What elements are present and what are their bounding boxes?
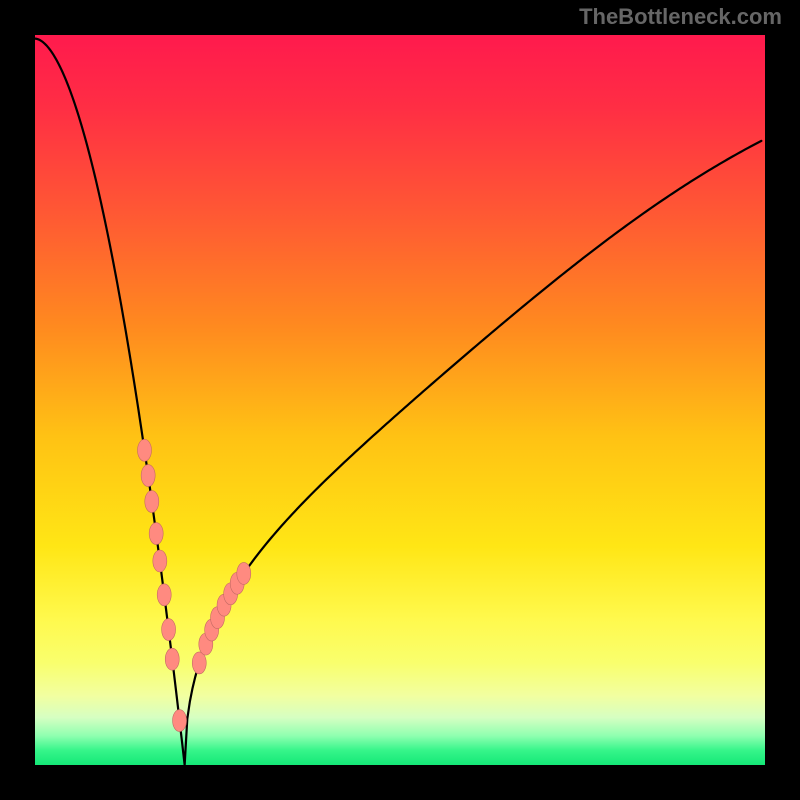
figure-frame: TheBottleneck.com — [0, 0, 800, 800]
data-marker — [165, 648, 179, 670]
data-marker — [141, 465, 155, 487]
plot-svg — [0, 0, 800, 800]
data-marker — [138, 439, 152, 461]
data-marker — [157, 584, 171, 606]
data-marker — [153, 550, 167, 572]
data-marker — [149, 523, 163, 545]
data-marker — [192, 652, 206, 674]
data-marker — [162, 619, 176, 641]
data-marker — [145, 491, 159, 513]
data-marker — [237, 562, 251, 584]
data-marker — [173, 710, 187, 732]
plot-background — [35, 35, 765, 765]
